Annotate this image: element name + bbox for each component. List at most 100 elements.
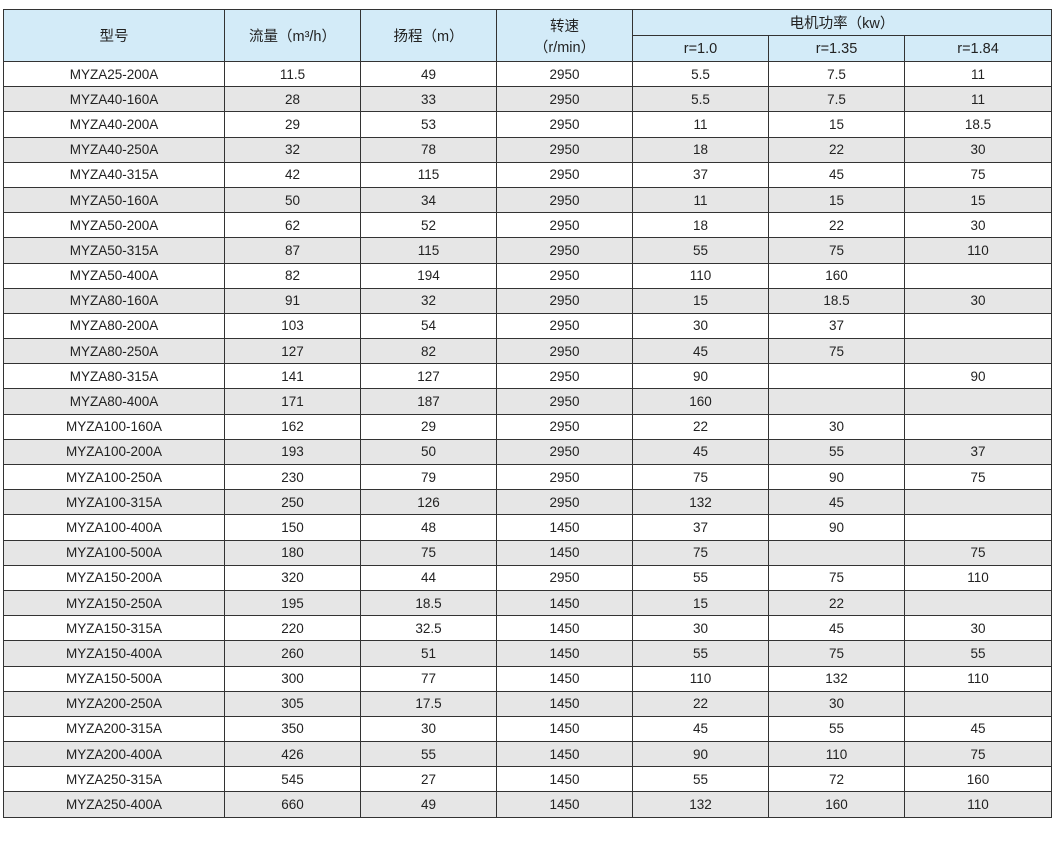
cell-model: MYZA40-250A xyxy=(3,136,225,163)
cell-head: 17.5 xyxy=(360,690,497,717)
cell-power-r1-84: 18.5 xyxy=(903,111,1052,138)
cell-power-r1-35: 45 xyxy=(768,489,905,516)
cell-power-r1-35: 45 xyxy=(768,615,905,642)
cell-flow: 220 xyxy=(224,615,361,642)
cell-head: 32 xyxy=(360,287,497,314)
cell-flow: 42 xyxy=(224,161,361,188)
cell-power-r1-84: 110 xyxy=(903,665,1052,692)
cell-model: MYZA80-160A xyxy=(3,287,225,314)
table-row: MYZA25-200A 11.5 49 2950 5.5 7.5 11 xyxy=(3,60,1052,88)
cell-model: MYZA100-400A xyxy=(3,514,225,541)
cell-head: 44 xyxy=(360,564,497,591)
cell-power-r1-84 xyxy=(903,489,1052,516)
cell-head: 27 xyxy=(360,766,497,793)
cell-power-r1-35 xyxy=(768,388,905,415)
table-row: MYZA200-250A 305 17.5 1450 22 30 xyxy=(3,690,1052,717)
cell-power-r1-84: 15 xyxy=(903,186,1052,214)
table-row: MYZA50-200A 62 52 2950 18 22 30 xyxy=(3,212,1052,239)
cell-model: MYZA50-160A xyxy=(3,186,225,214)
cell-power-r1-84: 90 xyxy=(903,363,1052,390)
cell-head: 194 xyxy=(360,262,497,289)
cell-power-r1-35: 18.5 xyxy=(768,287,905,314)
cell-speed: 2950 xyxy=(496,413,633,440)
cell-speed: 2950 xyxy=(496,388,633,415)
header-speed-label: 转速 xyxy=(550,18,579,35)
table-body: MYZA25-200A 11.5 49 2950 5.5 7.5 11 MYZA40-160A… xyxy=(3,60,1052,818)
table-row: MYZA150-400A 260 51 1450 55 75 55 xyxy=(3,640,1052,667)
cell-power-r1-0: 30 xyxy=(632,615,769,642)
cell-power-r1-84: 110 xyxy=(903,237,1052,264)
cell-speed: 2950 xyxy=(496,86,633,113)
cell-flow: 28 xyxy=(224,86,361,113)
cell-power-r1-84: 75 xyxy=(903,463,1052,491)
cell-power-r1-35: 15 xyxy=(768,186,905,214)
cell-speed: 2950 xyxy=(496,489,633,516)
cell-power-r1-35: 7.5 xyxy=(768,60,905,88)
cell-flow: 29 xyxy=(224,111,361,138)
cell-power-r1-84: 75 xyxy=(903,741,1052,768)
cell-power-r1-0: 18 xyxy=(632,212,769,239)
cell-speed: 1450 xyxy=(496,690,633,717)
cell-speed: 2950 xyxy=(496,312,633,340)
cell-head: 127 xyxy=(360,363,497,390)
cell-model: MYZA50-200A xyxy=(3,212,225,239)
cell-power-r1-35: 75 xyxy=(768,564,905,591)
cell-head: 48 xyxy=(360,514,497,541)
cell-speed: 1450 xyxy=(496,665,633,692)
cell-power-r1-0: 11 xyxy=(632,111,769,138)
table-row: MYZA40-200A 29 53 2950 11 15 18.5 xyxy=(3,111,1052,138)
cell-power-r1-0: 18 xyxy=(632,136,769,163)
cell-power-r1-35: 75 xyxy=(768,640,905,667)
table-row: MYZA80-250A 127 82 2950 45 75 xyxy=(3,338,1052,365)
cell-speed: 2950 xyxy=(496,161,633,188)
table-row: MYZA100-200A 193 50 2950 45 55 37 xyxy=(3,438,1052,466)
cell-power-r1-0: 55 xyxy=(632,766,769,793)
header-motor-power: 电机功率（kw） xyxy=(631,9,1052,36)
header-r-1-0: r=1.0 xyxy=(632,35,769,62)
cell-head: 126 xyxy=(360,489,497,516)
cell-power-r1-0: 132 xyxy=(632,489,769,516)
cell-flow: 426 xyxy=(224,741,361,768)
cell-flow: 320 xyxy=(224,564,361,591)
table-row: MYZA50-160A 50 34 2950 11 15 15 xyxy=(3,186,1052,214)
cell-power-r1-35: 160 xyxy=(768,791,905,818)
cell-power-r1-84: 75 xyxy=(903,161,1052,188)
cell-speed: 2950 xyxy=(496,463,633,491)
cell-power-r1-84 xyxy=(903,262,1052,289)
cell-head: 29 xyxy=(360,413,497,440)
cell-head: 79 xyxy=(360,463,497,491)
cell-speed: 2950 xyxy=(496,287,633,314)
cell-head: 115 xyxy=(360,161,497,188)
cell-flow: 350 xyxy=(224,715,361,743)
cell-power-r1-84 xyxy=(903,312,1052,340)
table-row: MYZA150-500A 300 77 1450 110 132 110 xyxy=(3,665,1052,692)
table-row: MYZA50-400A 82 194 2950 110 160 xyxy=(3,262,1052,289)
cell-head: 50 xyxy=(360,438,497,466)
cell-head: 115 xyxy=(360,237,497,264)
cell-head: 18.5 xyxy=(360,589,497,617)
cell-model: MYZA150-400A xyxy=(3,640,225,667)
cell-model: MYZA40-200A xyxy=(3,111,225,138)
cell-flow: 545 xyxy=(224,766,361,793)
cell-speed: 1450 xyxy=(496,514,633,541)
cell-power-r1-35: 30 xyxy=(768,413,905,440)
cell-flow: 162 xyxy=(224,413,361,440)
cell-flow: 180 xyxy=(224,539,361,566)
cell-power-r1-84: 30 xyxy=(903,136,1052,163)
cell-power-r1-84: 55 xyxy=(903,640,1052,667)
cell-power-r1-0: 30 xyxy=(632,312,769,340)
cell-speed: 2950 xyxy=(496,136,633,163)
cell-power-r1-0: 55 xyxy=(632,564,769,591)
cell-model: MYZA40-315A xyxy=(3,161,225,188)
table-row: MYZA40-315A 42 115 2950 37 45 75 xyxy=(3,161,1052,188)
cell-power-r1-0: 15 xyxy=(632,589,769,617)
cell-speed: 2950 xyxy=(496,338,633,365)
cell-flow: 660 xyxy=(224,791,361,818)
cell-head: 53 xyxy=(360,111,497,138)
cell-head: 54 xyxy=(360,312,497,340)
cell-flow: 87 xyxy=(224,237,361,264)
cell-head: 52 xyxy=(360,212,497,239)
cell-head: 49 xyxy=(360,60,497,88)
cell-power-r1-84: 110 xyxy=(903,564,1052,591)
cell-head: 49 xyxy=(360,791,497,818)
